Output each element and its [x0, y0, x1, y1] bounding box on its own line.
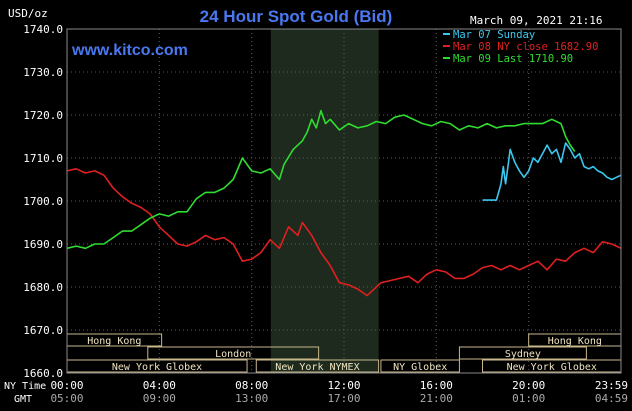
legend-entry: Mar 08 NY close 1682.90 — [453, 41, 598, 53]
series-line-2 — [66, 168, 622, 297]
y-tick-label: 1740.0 — [23, 23, 63, 36]
series-line-1 — [482, 142, 622, 201]
x-tick-label-ny: 23:59 — [595, 379, 628, 392]
x-tick-label-ny: 00:00 — [50, 379, 83, 392]
series-line-3 — [66, 109, 576, 250]
x-tick-label-gmt: 09:00 — [143, 392, 176, 405]
y-tick-label: 1710.0 — [23, 152, 63, 165]
market-session-label: New York NYMEX — [275, 362, 359, 373]
x-tick-label-ny: 08:00 — [235, 379, 268, 392]
x-tick-label-gmt: 01:00 — [512, 392, 545, 405]
y-tick-label: 1700.0 — [23, 195, 63, 208]
y-tick-label: 1660.0 — [23, 367, 63, 380]
market-session-label: London — [215, 349, 251, 360]
x-tick-label-gmt: 05:00 — [50, 392, 83, 405]
market-session-box — [380, 359, 460, 373]
nymex-session-shading — [270, 29, 379, 373]
x-tick-label-ny: 20:00 — [512, 379, 545, 392]
market-session-box — [147, 346, 320, 360]
x-tick-label-gmt: 21:00 — [420, 392, 453, 405]
x-row-label-ny: NY Time — [4, 381, 46, 392]
market-session-label: Hong Kong — [87, 336, 141, 347]
y-tick-label: 1690.0 — [23, 238, 63, 251]
market-session-label: Hong Kong — [548, 336, 602, 347]
x-tick-label-gmt: 04:59 — [595, 392, 628, 405]
market-session-box — [255, 359, 380, 373]
x-tick-label-ny: 12:00 — [327, 379, 360, 392]
x-tick-label-gmt: 17:00 — [327, 392, 360, 405]
y-tick-label: 1680.0 — [23, 281, 63, 294]
x-row-label-gmt: GMT — [14, 394, 32, 405]
y-unit-label: USD/oz — [8, 7, 48, 20]
market-session-label: Sydney — [505, 349, 541, 360]
market-session-label: NY Globex — [393, 362, 447, 373]
plot-frame — [66, 28, 622, 374]
website-label: www.kitco.com — [71, 42, 188, 59]
x-tick-label-ny: 16:00 — [420, 379, 453, 392]
y-tick-label: 1670.0 — [23, 324, 63, 337]
legend-entry: Mar 09 Last 1710.90 — [453, 53, 573, 65]
y-tick-label: 1720.0 — [23, 109, 63, 122]
x-tick-label-ny: 04:00 — [143, 379, 176, 392]
market-session-label: New York Globex — [112, 362, 202, 373]
y-tick-label: 1730.0 — [23, 66, 63, 79]
date-label: March 09, 2021 21:16 — [470, 14, 602, 27]
x-tick-label-gmt: 13:00 — [235, 392, 268, 405]
chart-title: 24 Hour Spot Gold (Bid) — [200, 7, 393, 26]
legend-entry: Mar 07 Sunday — [453, 29, 535, 41]
market-session-box — [458, 346, 587, 360]
market-session-label: New York Globex — [507, 362, 597, 373]
